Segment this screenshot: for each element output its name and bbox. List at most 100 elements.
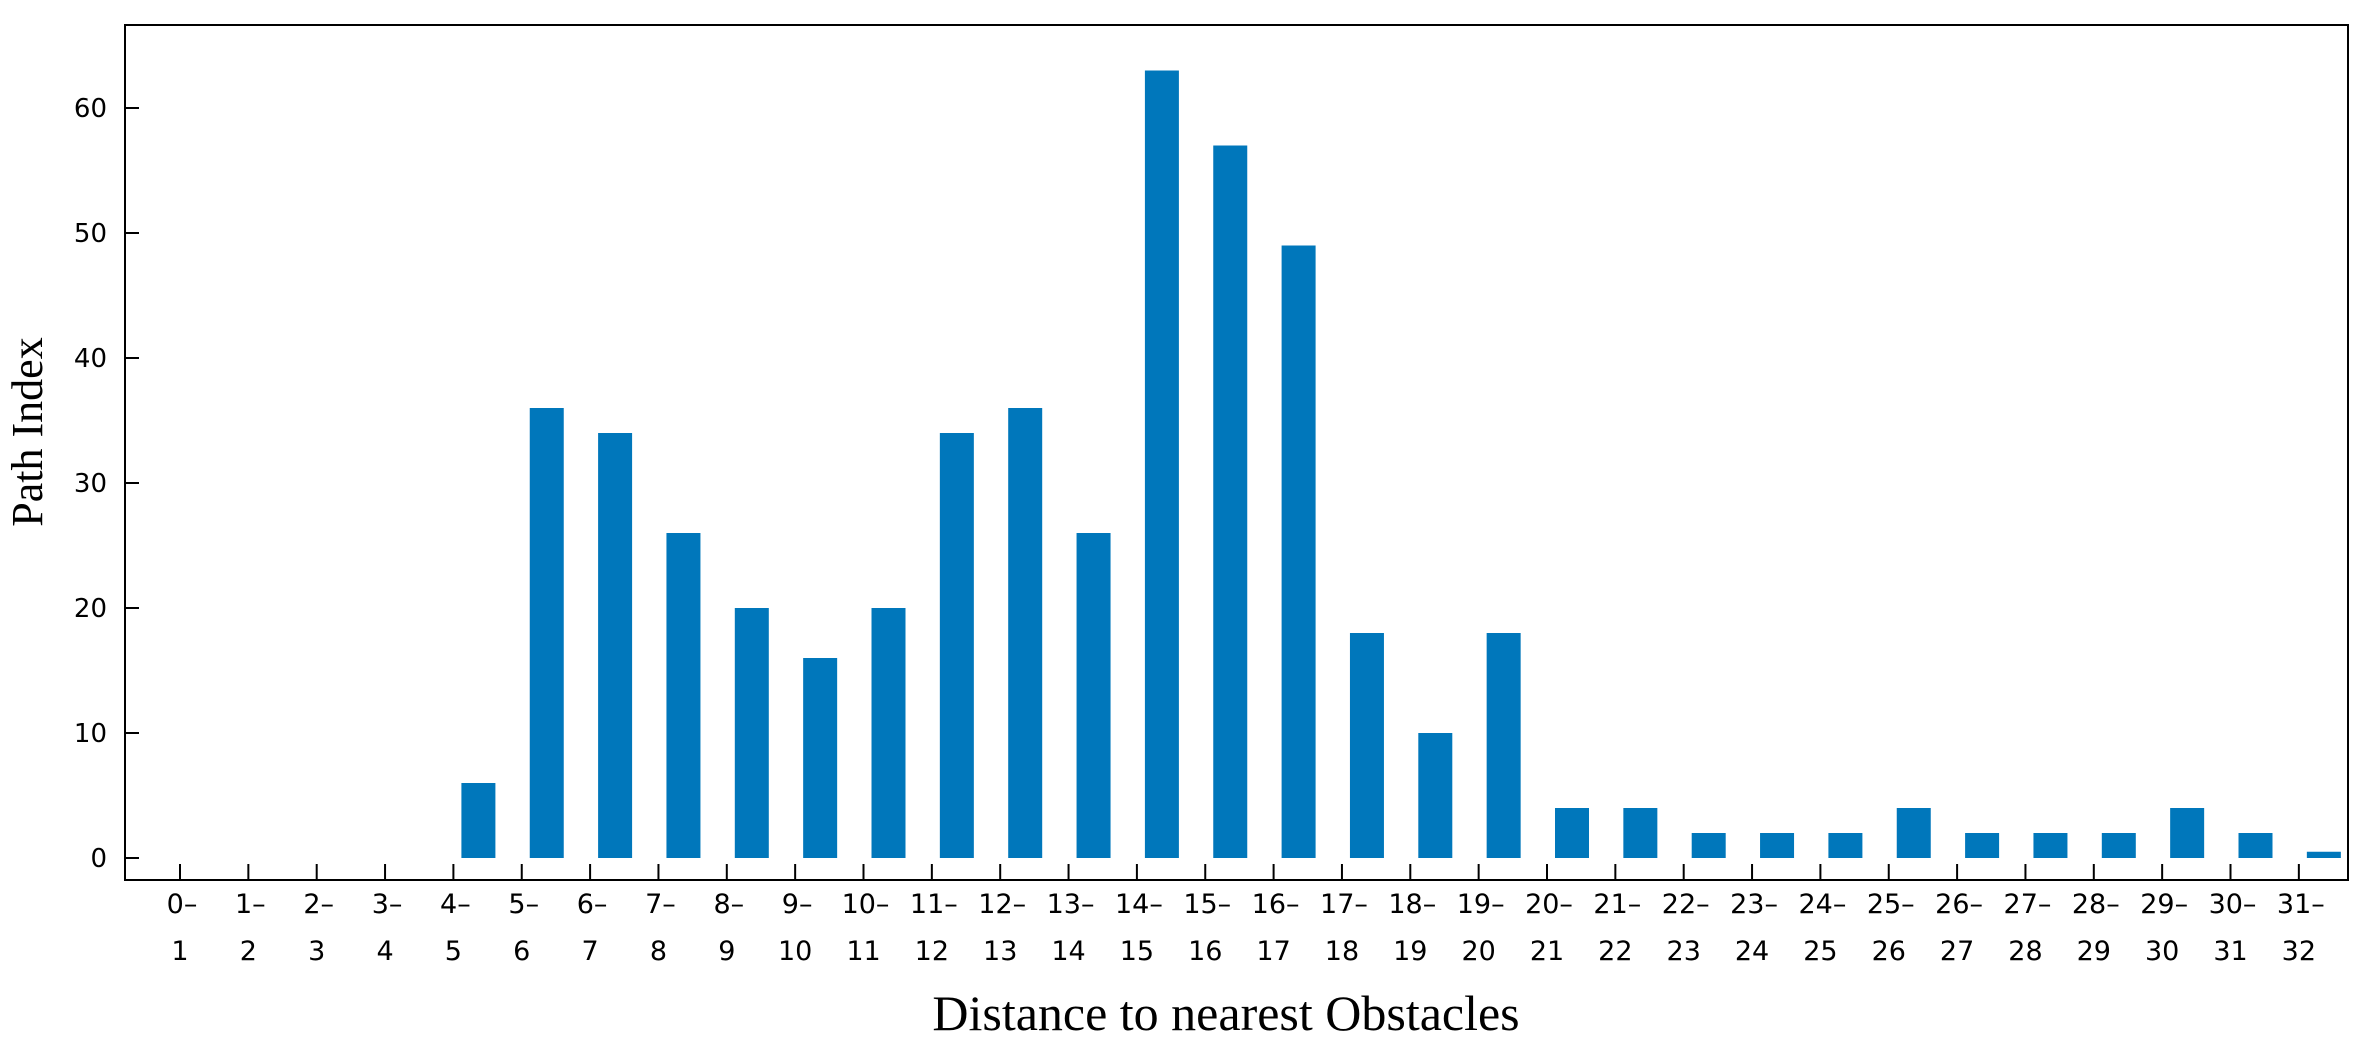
x-tick-label: 23 — [1667, 936, 1701, 967]
bar — [1965, 833, 2000, 858]
x-tick-label: 4 — [376, 936, 393, 967]
bar — [2101, 833, 2136, 858]
x-tick-label: 0– — [167, 889, 198, 920]
x-tick-label: 26– — [1935, 889, 1983, 920]
x-tick-label: 20 — [1461, 936, 1495, 967]
x-tick-label: 31– — [2277, 889, 2325, 920]
plot-frame — [124, 24, 2349, 881]
bar — [1828, 833, 1863, 858]
y-axis: 0 10 20 30 40 50 60 — [74, 94, 139, 874]
bar — [871, 608, 906, 858]
bar — [666, 533, 701, 858]
x-tick-label: 19– — [1457, 889, 1505, 920]
x-tick-label: 9 — [718, 936, 735, 967]
x-tick-label: 17– — [1320, 889, 1368, 920]
x-tick-label: 16– — [1252, 889, 1300, 920]
x-tick-label: 28– — [2072, 889, 2120, 920]
bar — [1760, 833, 1795, 858]
x-tick-label: 10– — [842, 889, 890, 920]
bar — [803, 658, 838, 858]
bar — [1418, 733, 1453, 858]
y-tick-label: 0 — [90, 844, 107, 874]
x-tick-label: 13– — [1047, 889, 1095, 920]
bar — [1008, 408, 1043, 858]
x-tick-label: 5 — [445, 936, 462, 967]
x-tick-label: 15– — [1183, 889, 1231, 920]
bar — [1555, 808, 1589, 858]
bar — [734, 608, 769, 858]
bar — [1144, 70, 1179, 858]
x-tick-label: 25– — [1867, 889, 1915, 920]
x-tick-label: 11 — [846, 936, 880, 967]
x-axis-title: Distance to nearest Obstacles — [932, 985, 1519, 1041]
y-axis-title: Path Index — [3, 337, 52, 526]
x-tick-label: 4– — [440, 889, 471, 920]
y-tick-label: 60 — [74, 94, 107, 124]
bar — [1691, 833, 1726, 858]
bar — [1076, 533, 1111, 858]
x-tick-label: 1 — [171, 936, 188, 967]
bar — [1281, 245, 1316, 858]
x-tick-label: 14– — [1115, 889, 1163, 920]
x-tick-label: 17 — [1256, 936, 1290, 967]
x-tick-label: 21– — [1593, 889, 1641, 920]
x-tick-label: 6– — [577, 889, 608, 920]
x-tick-label: 29 — [2077, 936, 2111, 967]
bar — [1896, 808, 1931, 858]
bar — [1349, 633, 1384, 858]
x-tick-label: 22 — [1598, 936, 1632, 967]
bars — [461, 70, 2341, 858]
bar — [2238, 833, 2273, 858]
x-tick-label: 3– — [372, 889, 403, 920]
x-tick-label: 6 — [513, 936, 530, 967]
x-tick-label: 20– — [1525, 889, 1573, 920]
x-tick-label: 27– — [2004, 889, 2052, 920]
x-axis: 0–11–22–33–44–55–66–77–88–99–1010–1111–1… — [167, 864, 2325, 967]
x-tick-label: 29– — [2140, 889, 2188, 920]
x-tick-label: 12 — [915, 936, 949, 967]
x-tick-label: 18 — [1325, 936, 1359, 967]
bar — [1623, 808, 1658, 858]
x-tick-label: 7 — [582, 936, 599, 967]
x-tick-label: 16 — [1188, 936, 1222, 967]
x-tick-label: 32 — [2282, 936, 2316, 967]
x-tick-label: 15 — [1120, 936, 1154, 967]
x-tick-label: 5– — [508, 889, 539, 920]
x-tick-label: 28 — [2008, 936, 2042, 967]
x-tick-label: 25 — [1803, 936, 1837, 967]
x-tick-label: 19 — [1393, 936, 1427, 967]
bar — [2170, 808, 2205, 858]
x-tick-label: 21 — [1530, 936, 1564, 967]
x-tick-label: 13 — [983, 936, 1017, 967]
bar — [2306, 851, 2341, 858]
x-tick-label: 12– — [978, 889, 1026, 920]
bar — [461, 783, 496, 858]
x-tick-label: 18– — [1388, 889, 1436, 920]
x-tick-label: 10 — [778, 936, 812, 967]
y-tick-label: 20 — [74, 594, 107, 624]
x-tick-label: 22– — [1662, 889, 1710, 920]
x-tick-label: 24 — [1735, 936, 1769, 967]
x-tick-label: 26 — [1872, 936, 1906, 967]
x-tick-label: 2– — [303, 889, 334, 920]
x-tick-label: 3 — [308, 936, 325, 967]
x-tick-label: 31 — [2213, 936, 2247, 967]
y-tick-label: 10 — [74, 719, 107, 749]
x-tick-label: 24– — [1798, 889, 1846, 920]
x-tick-label: 1– — [235, 889, 266, 920]
y-tick-label: 40 — [74, 344, 107, 374]
x-tick-label: 2 — [240, 936, 257, 967]
bar — [1213, 145, 1248, 858]
bar — [598, 433, 633, 858]
x-tick-label: 9– — [782, 889, 813, 920]
y-tick-label: 30 — [74, 469, 107, 499]
x-tick-label: 8– — [713, 889, 744, 920]
y-tick-label: 50 — [74, 219, 107, 249]
x-tick-label: 30– — [2209, 889, 2257, 920]
x-tick-label: 7– — [645, 889, 676, 920]
x-tick-label: 11– — [910, 889, 958, 920]
x-tick-label: 30 — [2145, 936, 2179, 967]
bar — [1486, 633, 1521, 858]
